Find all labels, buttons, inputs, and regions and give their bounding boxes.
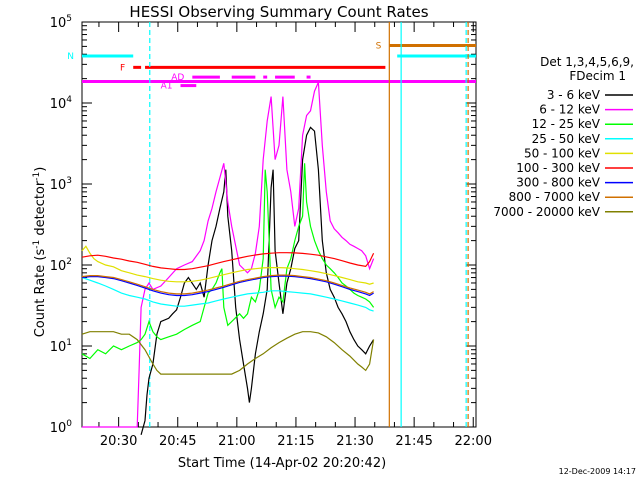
legend-label: 7000 - 20000 keV — [493, 205, 600, 219]
y-tick-label: 105 — [50, 14, 72, 31]
plot-area — [81, 21, 477, 428]
x-tick-label: 22:00 — [455, 434, 492, 449]
x-tick-label: 21:45 — [395, 434, 432, 449]
y-axis-label-suffix: detector — [33, 180, 48, 240]
series-line — [81, 275, 374, 297]
x-axis: 20:30 20:45 21:00 21:15 21:30 21:45 22:00 — [98, 22, 492, 449]
y-axis-label-close: ) — [33, 167, 48, 172]
vertical-markers — [149, 22, 469, 427]
y-tick-label: 104 — [50, 95, 73, 112]
legend-header-2: FDecim 1 — [569, 69, 626, 83]
x-tick-label: 21:15 — [277, 434, 314, 449]
y-tick-exponent: 1 — [66, 338, 72, 348]
y-tick-base: 10 — [50, 340, 67, 355]
series-line — [140, 126, 375, 435]
y-tick-base: 10 — [50, 16, 67, 31]
y-tick-exponent: 2 — [66, 257, 72, 267]
footer-timestamp: 12-Dec-2009 14:17 — [559, 467, 636, 476]
legend-label: 3 - 6 keV — [547, 88, 601, 102]
legend-label: 800 - 7000 keV — [509, 190, 601, 204]
y-tick-label: 103 — [50, 176, 72, 193]
y-axis-label-prefix: Count Rate (s — [33, 249, 48, 338]
x-axis-label: Start Time (14-Apr-02 20:20:42) — [178, 456, 386, 471]
legend-label: 300 - 800 keV — [516, 176, 600, 190]
flag-label: F — [120, 63, 125, 73]
x-tick-label: 20:30 — [100, 434, 137, 449]
flag-label: S — [376, 41, 382, 51]
flag-label: N — [67, 52, 74, 62]
legend-label: 6 - 12 keV — [539, 103, 601, 117]
y-tick-exponent: 5 — [66, 14, 72, 24]
y-tick-exponent: 4 — [66, 95, 72, 105]
y-axis-label-sup: -1 — [32, 240, 42, 249]
y-tick-label: 102 — [50, 257, 72, 274]
y-axis-label: Count Rate (s-1 detector-1) — [32, 167, 48, 338]
chart-title: HESSI Observing Summary Count Rates — [129, 3, 428, 21]
y-tick-label: 100 — [50, 419, 73, 436]
y-tick-base: 10 — [50, 97, 67, 112]
legend-label: 12 - 25 keV — [532, 117, 601, 131]
x-tick-label: 21:30 — [336, 434, 373, 449]
y-tick-label: 101 — [50, 338, 72, 355]
series-line — [81, 245, 374, 285]
series-line — [81, 331, 375, 375]
x-tick-label: 21:00 — [218, 434, 255, 449]
series-line — [81, 274, 374, 295]
series-line — [81, 163, 375, 360]
y-tick-base: 10 — [50, 421, 67, 436]
y-tick-exponent: 3 — [66, 176, 72, 186]
y-axis-label-sup2: -1 — [32, 172, 42, 181]
y-tick-exponent: 0 — [66, 419, 72, 429]
plot-frame — [81, 21, 477, 428]
flag-label: AD — [171, 73, 184, 83]
series-line — [81, 252, 375, 271]
legend-label: 25 - 50 keV — [532, 132, 601, 146]
y-tick-base: 10 — [50, 259, 67, 274]
series-line — [81, 276, 374, 312]
x-tick-label: 20:45 — [159, 434, 196, 449]
legend-label: 100 - 300 keV — [516, 161, 600, 175]
legend-header-1: Det 1,3,4,5,6,9, — [540, 55, 634, 69]
y-tick-base: 10 — [50, 178, 67, 193]
flag-label: A1 — [161, 82, 173, 92]
series-line — [82, 82, 375, 428]
legend-label: 50 - 100 keV — [524, 146, 601, 160]
series-lines — [81, 82, 375, 435]
